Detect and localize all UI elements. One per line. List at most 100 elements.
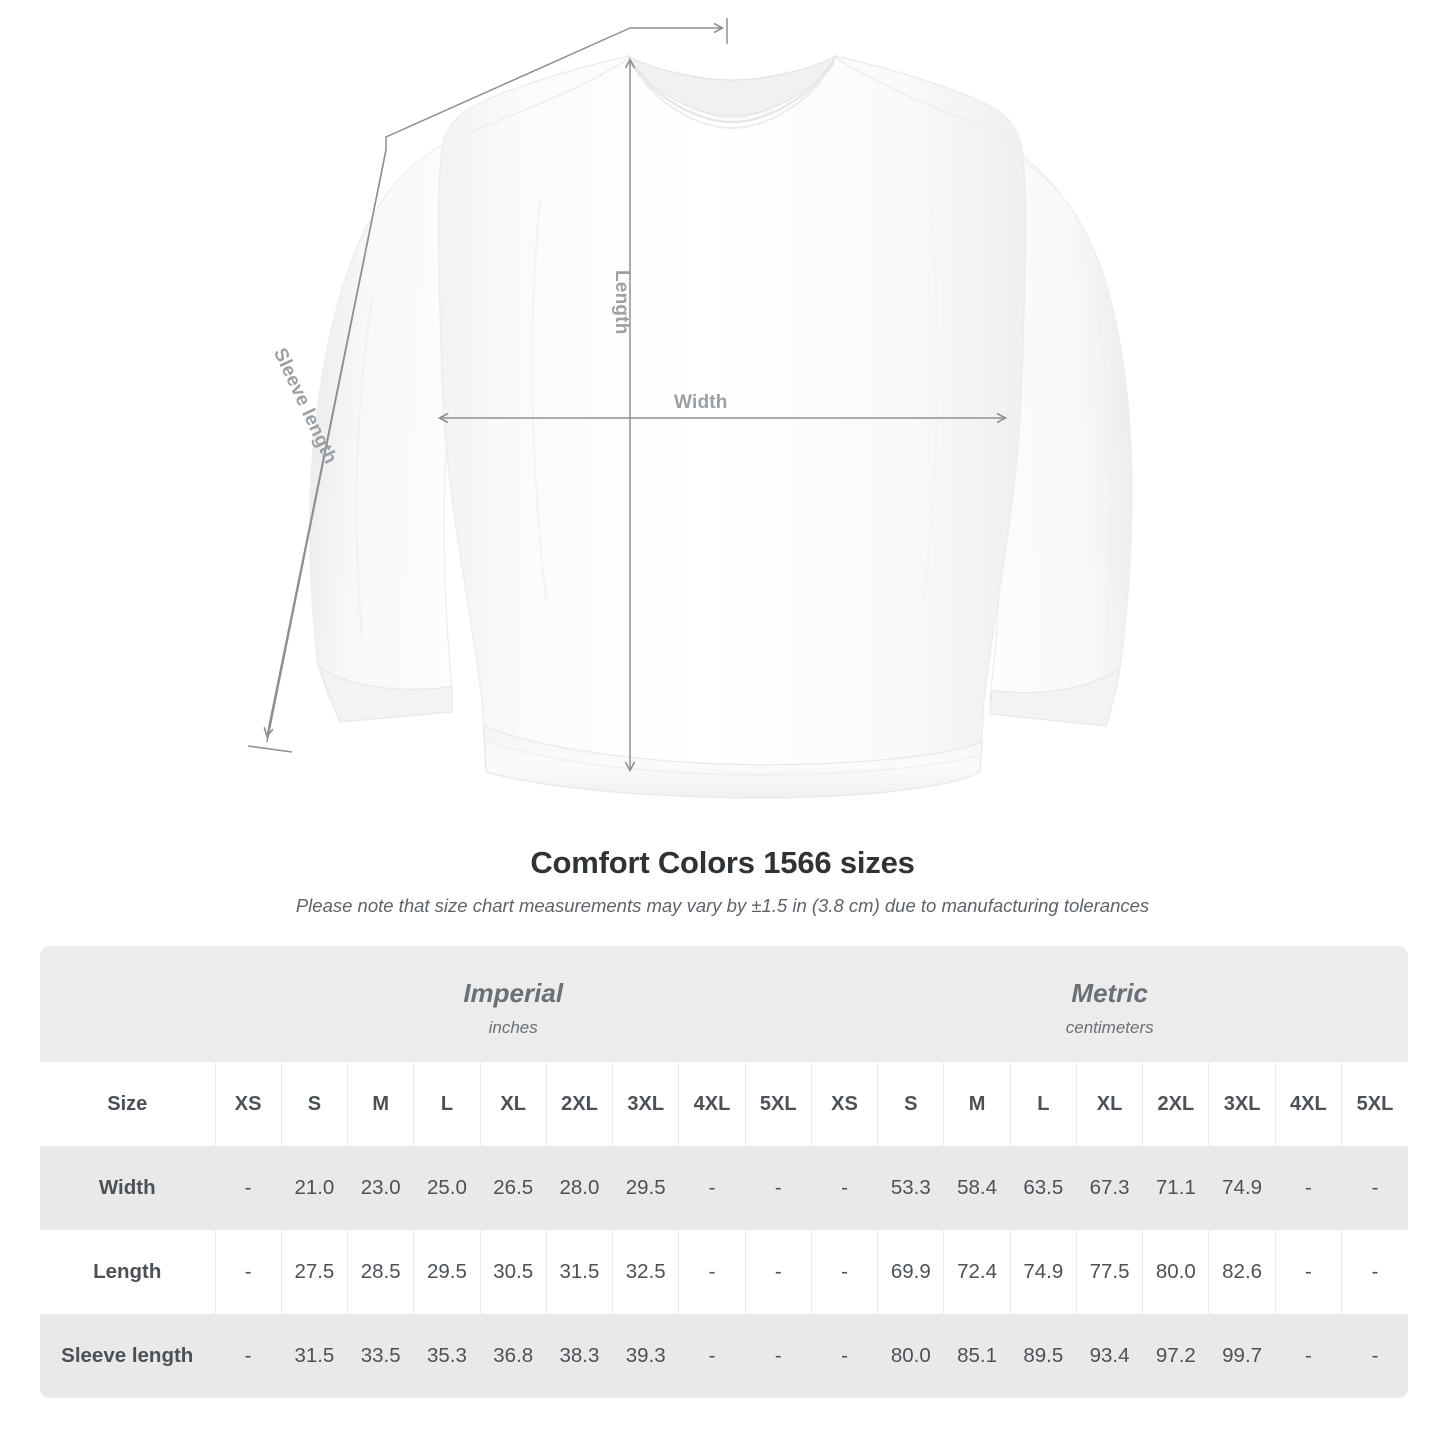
size-header-metric-4xl: 4XL	[1275, 1062, 1343, 1146]
size-header-imperial-l: L	[413, 1062, 481, 1146]
size-table: Imperial inches Metric centimeters Size XS S M L…	[40, 946, 1408, 1398]
cell-length-metric-s: 69.9	[877, 1230, 945, 1314]
size-header-metric-5xl: 5XL	[1341, 1062, 1408, 1146]
sweatshirt-diagram	[247, 18, 1133, 799]
cell-width-metric-xs: -	[811, 1146, 879, 1230]
cell-length-imperial-m: 28.5	[347, 1230, 415, 1314]
system-header-metric: Metric centimeters	[811, 946, 1408, 1062]
system-band-spacer	[40, 946, 215, 1062]
cell-length-metric-3xl: 82.6	[1208, 1230, 1276, 1314]
cell-sleeve-length-imperial-m: 33.5	[347, 1314, 415, 1398]
table-row: Length -27.5 28.5 29.5 30.5 31.5 32.5- - -69.9 72…	[40, 1230, 1408, 1314]
cell-length-metric-xl: 77.5	[1076, 1230, 1144, 1314]
cell-sleeve-length-metric-xs: -	[811, 1314, 879, 1398]
cell-width-metric-4xl: -	[1275, 1146, 1343, 1230]
cell-width-metric-m: 58.4	[943, 1146, 1011, 1230]
size-table-container: Imperial inches Metric centimeters Size XS S M L…	[40, 946, 1408, 1398]
cell-length-metric-l: 74.9	[1010, 1230, 1077, 1314]
system-name: Metric	[1071, 978, 1148, 1008]
cell-width-metric-s: 53.3	[877, 1146, 945, 1230]
size-header-imperial-5xl: 5XL	[745, 1062, 812, 1146]
cell-length-metric-m: 72.4	[943, 1230, 1011, 1314]
cell-sleeve-length-imperial-s: 31.5	[281, 1314, 349, 1398]
size-header-imperial-s: S	[281, 1062, 349, 1146]
row-label-length: Length	[40, 1230, 216, 1314]
cell-length-metric-2xl: 80.0	[1142, 1230, 1210, 1314]
cell-sleeve-length-imperial-xs: -	[215, 1314, 282, 1398]
size-header-metric-s: S	[877, 1062, 945, 1146]
cell-width-metric-xl: 67.3	[1076, 1146, 1144, 1230]
system-name: Imperial	[463, 978, 564, 1008]
cell-sleeve-length-metric-xl: 93.4	[1076, 1314, 1144, 1398]
table-row: Sleeve length -31.5 33.5 35.3 36.8 38.3 39.3- -…	[40, 1314, 1408, 1398]
system-band-row: Imperial inches Metric centimeters	[40, 946, 1408, 1062]
cell-length-imperial-l: 29.5	[413, 1230, 481, 1314]
cell-width-metric-l: 63.5	[1010, 1146, 1077, 1230]
cell-sleeve-length-metric-5xl: -	[1341, 1314, 1408, 1398]
cell-length-metric-5xl: -	[1341, 1230, 1408, 1314]
sleeve-bottom-arrow	[267, 149, 387, 736]
system-unit: centimeters	[1065, 1018, 1154, 1037]
cell-sleeve-length-metric-l: 89.5	[1010, 1314, 1077, 1398]
size-header-imperial-xs: XS	[215, 1062, 282, 1146]
cell-width-metric-5xl: -	[1341, 1146, 1408, 1230]
cell-sleeve-length-imperial-2xl: 38.3	[546, 1314, 614, 1398]
size-header-imperial-4xl: 4XL	[678, 1062, 746, 1146]
length-dimension-label: Length	[611, 270, 632, 335]
row-label-sleeve-length: Sleeve length	[40, 1314, 216, 1398]
size-header-row: Size XS S M L XL 2XL 3XL 4XL 5XL XS S M L XL 2XL 3XL 4XL 5…	[40, 1062, 1408, 1146]
cell-length-imperial-4xl: -	[678, 1230, 746, 1314]
cell-width-imperial-m: 23.0	[347, 1146, 415, 1230]
cell-length-imperial-xl: 30.5	[480, 1230, 547, 1314]
chart-title: Comfort Colors 1566 sizes	[530, 845, 915, 880]
cell-width-imperial-l: 25.0	[413, 1146, 481, 1230]
size-header-imperial-2xl: 2XL	[546, 1062, 614, 1146]
cell-sleeve-length-imperial-4xl: -	[678, 1314, 746, 1398]
cell-sleeve-length-imperial-l: 35.3	[413, 1314, 481, 1398]
sleeve-bottom-tick	[247, 745, 293, 753]
cell-sleeve-length-metric-s: 80.0	[877, 1314, 945, 1398]
cell-sleeve-length-metric-3xl: 99.7	[1208, 1314, 1276, 1398]
cell-sleeve-length-imperial-xl: 36.8	[480, 1314, 547, 1398]
cell-sleeve-length-imperial-3xl: 39.3	[612, 1314, 680, 1398]
cell-length-metric-4xl: -	[1275, 1230, 1343, 1314]
cell-width-metric-3xl: 74.9	[1208, 1146, 1276, 1230]
size-header-imperial-xl: XL	[480, 1062, 547, 1146]
chart-heading: Comfort Colors 1566 sizes Please note th…	[0, 845, 1445, 917]
cell-width-imperial-2xl: 28.0	[546, 1146, 614, 1230]
cell-width-metric-2xl: 71.1	[1142, 1146, 1210, 1230]
cell-width-imperial-xs: -	[215, 1146, 282, 1230]
cell-length-imperial-xs: -	[215, 1230, 282, 1314]
measurement-annotations	[247, 18, 1005, 770]
size-header-imperial-m: M	[347, 1062, 415, 1146]
cell-length-imperial-2xl: 31.5	[546, 1230, 614, 1314]
sweatshirt-body	[309, 54, 1133, 799]
size-header-metric-l: L	[1010, 1062, 1077, 1146]
cell-sleeve-length-imperial-5xl: -	[745, 1314, 812, 1398]
size-header-metric-m: M	[943, 1062, 1011, 1146]
size-header-metric-xl: XL	[1076, 1062, 1144, 1146]
cell-length-imperial-3xl: 32.5	[612, 1230, 680, 1314]
cell-width-imperial-5xl: -	[745, 1146, 812, 1230]
table-row: Width -21.0 23.0 25.0 26.5 28.0 29.5- - -53.3 58.…	[40, 1146, 1408, 1230]
cell-sleeve-length-metric-m: 85.1	[943, 1314, 1011, 1398]
system-header-imperial: Imperial inches	[215, 946, 812, 1062]
size-header-imperial-3xl: 3XL	[612, 1062, 680, 1146]
cell-width-imperial-xl: 26.5	[480, 1146, 547, 1230]
width-dimension-label: Width	[674, 392, 728, 413]
cell-width-imperial-4xl: -	[678, 1146, 746, 1230]
cell-sleeve-length-metric-4xl: -	[1275, 1314, 1343, 1398]
cell-length-imperial-s: 27.5	[281, 1230, 349, 1314]
size-header-metric-3xl: 3XL	[1208, 1062, 1276, 1146]
cell-width-imperial-3xl: 29.5	[612, 1146, 680, 1230]
cell-length-imperial-5xl: -	[745, 1230, 812, 1314]
size-column-header: Size	[40, 1062, 216, 1146]
system-unit: inches	[488, 1018, 538, 1037]
cell-width-imperial-s: 21.0	[281, 1146, 349, 1230]
garment-illustration: Width Length Sleeve length	[247, 18, 1133, 799]
chart-disclaimer: Please note that size chart measurements…	[295, 895, 1150, 916]
size-header-metric-xs: XS	[811, 1062, 879, 1146]
row-label-width: Width	[40, 1146, 216, 1230]
cell-sleeve-length-metric-2xl: 97.2	[1142, 1314, 1210, 1398]
